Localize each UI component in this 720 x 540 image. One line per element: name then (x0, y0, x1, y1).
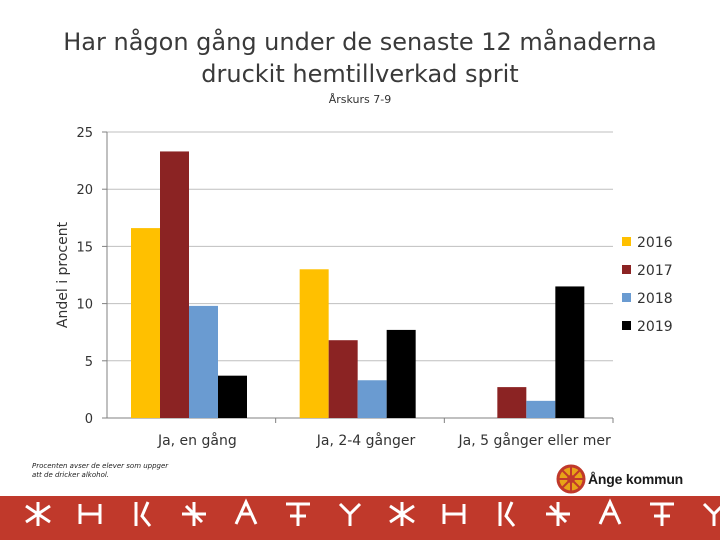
legend-swatch-2017 (622, 265, 631, 274)
rune-glyph (702, 502, 720, 526)
bar-2019-3 (555, 286, 585, 418)
y-tick-label: 5 (85, 355, 93, 370)
legend-label-2019: 2019 (637, 319, 673, 335)
rune-glyph (442, 504, 466, 524)
rune-glyph (234, 498, 258, 525)
y-tick-label: 15 (76, 240, 93, 255)
decorative-band (0, 496, 720, 540)
y-tick-label: 0 (85, 412, 93, 427)
bar-2018-1 (189, 305, 218, 418)
bar-chart: 0 5 10 15 20 25 Andel i procent Ja, en gång Ja, … (55, 126, 673, 449)
y-tick-label: 25 (76, 126, 93, 141)
footnote: Procenten avser de elever som uppger att… (32, 462, 169, 479)
y-tick-label: 10 (76, 298, 93, 313)
y-axis-label: Andel i procent (55, 221, 71, 328)
municipality-logo: Ånge kommun (556, 464, 686, 496)
x-tick-label: Ja, en gång (157, 432, 237, 449)
chart-subtitle: Årskurs 7-9 (328, 93, 392, 106)
bar-2019-1 (218, 375, 247, 418)
rune-glyph (546, 502, 570, 526)
pattern-icon (25, 498, 720, 527)
bar-2016-1 (131, 228, 160, 418)
legend-swatch-2018 (622, 293, 631, 302)
rune-glyph (286, 502, 310, 526)
rune-glyph (598, 498, 622, 525)
wheel-icon (556, 464, 586, 494)
bar-2019-2 (386, 329, 416, 418)
rune-glyph (134, 501, 152, 527)
rune-glyph (338, 502, 362, 526)
rune-glyph (78, 504, 102, 524)
chart-title: Har någon gång under de senaste 12 månad… (60, 26, 660, 90)
legend-swatch-2016 (622, 237, 631, 246)
y-tick-label: 20 (76, 183, 93, 198)
rune-glyph (498, 501, 516, 527)
bar-2017-3 (497, 387, 527, 418)
rune-glyph (25, 502, 51, 526)
rune-glyph (182, 502, 206, 526)
x-tick-label: Ja, 5 gånger eller mer (458, 432, 611, 449)
title-line-1: Har någon gång under de senaste 12 månad… (63, 28, 657, 56)
legend-label-2017: 2017 (637, 263, 673, 279)
legend-swatch-2019 (622, 321, 631, 330)
logo-text: Ånge kommun (588, 471, 684, 487)
title-line-2: druckit hemtillverkad sprit (201, 60, 519, 88)
rune-glyph (389, 502, 415, 526)
bar-2018-2 (357, 380, 387, 418)
x-tick-label: Ja, 2-4 gånger (316, 432, 416, 449)
legend-label-2016: 2016 (637, 235, 673, 251)
legend-label-2018: 2018 (637, 291, 673, 307)
rune-glyph (650, 502, 674, 526)
bar-2017-1 (160, 151, 189, 418)
bar-2017-2 (328, 340, 358, 418)
bar-2016-2 (299, 269, 329, 418)
bar-2018-3 (526, 400, 556, 418)
